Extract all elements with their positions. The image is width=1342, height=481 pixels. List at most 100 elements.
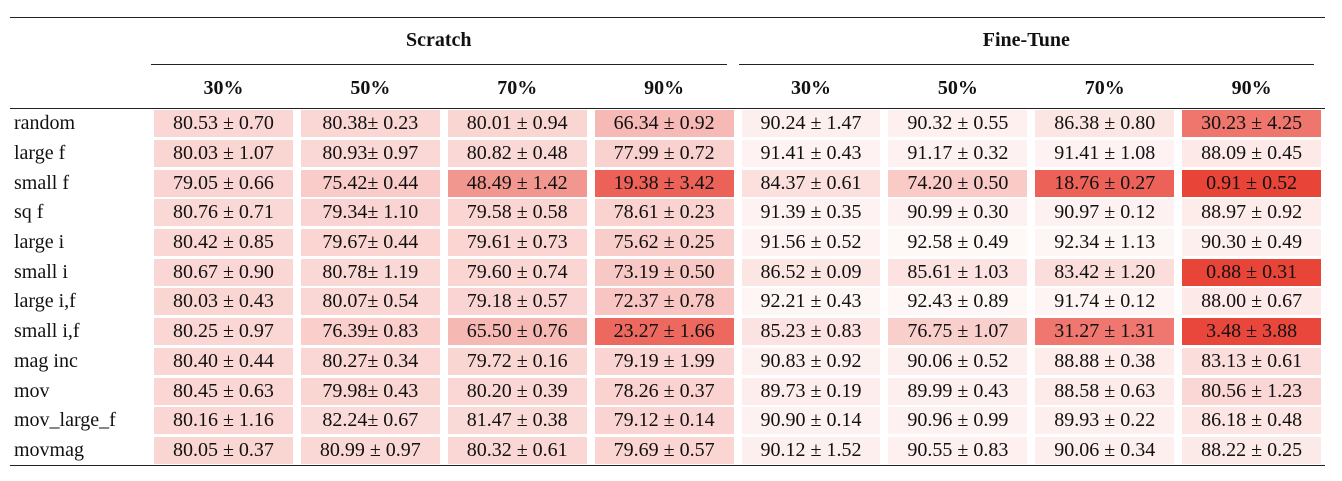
cell-value: 88.00 ± 0.67 — [1182, 288, 1322, 316]
table-row: small i 80.67 ± 0.90 80.78± 1.19 79.60 ± 0.… — [10, 257, 1325, 287]
row-label: sq f — [14, 201, 44, 224]
cell-value: 19.38 ± 3.42 — [594, 169, 734, 197]
row-label: mag inc — [14, 349, 78, 372]
cell-value: 92.43 ± 0.89 — [888, 288, 1028, 316]
column-header: 30% — [737, 68, 885, 109]
cell: 31.27 ± 1.31 — [1031, 317, 1178, 347]
cell: 80.76 ± 0.71 — [150, 198, 297, 228]
table-row: mov_large_f 80.16 ± 1.16 82.24± 0.67 81.47 … — [10, 406, 1325, 436]
cell-value: 88.58 ± 0.63 — [1035, 377, 1175, 405]
cell: 92.43 ± 0.89 — [884, 287, 1031, 317]
table-row: random 80.53 ± 0.70 80.38± 0.23 80.01 ± 0.9… — [10, 109, 1325, 139]
cell: 74.20 ± 0.50 — [884, 168, 1031, 198]
cell: 79.19 ± 1.99 — [591, 347, 738, 377]
row-label: small i,f — [14, 320, 80, 343]
cell-value: 91.41 ± 0.43 — [741, 140, 881, 168]
cell-value: 85.61 ± 1.03 — [888, 258, 1028, 286]
cell-value: 88.09 ± 0.45 — [1182, 140, 1322, 168]
cell: 79.05 ± 0.66 — [150, 168, 297, 198]
cell: 79.72 ± 0.16 — [444, 347, 591, 377]
results-table: Scratch Fine-Tune 30% 50% 70% 90% 30% 50% 70% 9… — [10, 17, 1326, 466]
cell: 80.03 ± 0.43 — [150, 287, 297, 317]
cell: 73.19 ± 0.50 — [591, 257, 738, 287]
cell-value: 3.48 ± 3.88 — [1182, 318, 1322, 346]
cell-value: 78.26 ± 0.37 — [594, 377, 734, 405]
cell: 79.67± 0.44 — [297, 228, 444, 258]
cell: 78.26 ± 0.37 — [591, 376, 738, 406]
table-row: mag inc 80.40 ± 0.44 80.27± 0.34 79.72 ± 0.… — [10, 347, 1325, 377]
cell-value: 80.45 ± 0.63 — [154, 377, 293, 405]
cell-value: 79.61 ± 0.73 — [447, 229, 587, 257]
cell-value: 80.05 ± 0.37 — [154, 436, 293, 464]
cell-value: 90.06 ± 0.34 — [1035, 436, 1175, 464]
cell-value: 90.06 ± 0.52 — [888, 347, 1028, 375]
cell: 84.37 ± 0.61 — [738, 168, 885, 198]
cell: 66.34 ± 0.92 — [591, 109, 738, 139]
cell-value: 65.50 ± 0.76 — [447, 318, 587, 346]
cell-value: 0.91 ± 0.52 — [1182, 169, 1322, 197]
cell: 89.99 ± 0.43 — [884, 376, 1031, 406]
cell: 18.76 ± 0.27 — [1031, 168, 1178, 198]
cell: 86.18 ± 0.48 — [1178, 406, 1325, 436]
cell: 30.23 ± 4.25 — [1178, 109, 1325, 139]
cell: 90.24 ± 1.47 — [738, 109, 885, 139]
cell: 88.09 ± 0.45 — [1178, 139, 1325, 169]
cell-value: 80.53 ± 0.70 — [154, 110, 293, 138]
cell: 23.27 ± 1.66 — [591, 317, 738, 347]
row-label: large f — [14, 142, 66, 165]
cell: 85.23 ± 0.83 — [738, 317, 885, 347]
cell-value: 79.60 ± 0.74 — [447, 258, 587, 286]
cell-value: 18.76 ± 0.27 — [1035, 169, 1175, 197]
cell: 80.67 ± 0.90 — [150, 257, 297, 287]
cell: 86.38 ± 0.80 — [1031, 109, 1178, 139]
cell-value: 90.12 ± 1.52 — [741, 436, 881, 464]
cell-value: 88.97 ± 0.92 — [1182, 199, 1322, 227]
cell: 85.61 ± 1.03 — [884, 257, 1031, 287]
cell-value: 88.88 ± 0.38 — [1035, 347, 1175, 375]
cell-value: 80.25 ± 0.97 — [154, 318, 293, 346]
row-label: large i — [14, 231, 65, 254]
cell: 91.74 ± 0.12 — [1031, 287, 1178, 317]
row-label: small i — [14, 260, 68, 283]
cell-value: 90.97 ± 0.12 — [1035, 199, 1175, 227]
cell: 80.82 ± 0.48 — [444, 139, 591, 169]
cell: 91.39 ± 0.35 — [738, 198, 885, 228]
cell: 3.48 ± 3.88 — [1178, 317, 1325, 347]
cell: 80.03 ± 1.07 — [150, 139, 297, 169]
table-wrap: Scratch Fine-Tune 30% 50% 70% 90% 30% 50% 70% 9… — [10, 17, 1326, 466]
table-row: movmag 80.05 ± 0.37 80.99 ± 0.97 80.32 ± 0.… — [10, 436, 1326, 466]
cell: 89.73 ± 0.19 — [738, 376, 885, 406]
cell: 90.06 ± 0.34 — [1031, 436, 1178, 466]
cell-value: 75.62 ± 0.25 — [594, 229, 734, 257]
column-header: 90% — [590, 68, 738, 109]
column-header: 70% — [1031, 68, 1179, 109]
cell: 80.07± 0.54 — [297, 287, 444, 317]
cell: 79.18 ± 0.57 — [444, 287, 591, 317]
cell: 90.90 ± 0.14 — [738, 406, 885, 436]
cell-value: 81.47 ± 0.38 — [447, 407, 587, 435]
cell-value: 90.30 ± 0.49 — [1182, 229, 1322, 257]
table-row: mov 80.45 ± 0.63 79.98± 0.43 80.20 ± 0.39 78… — [10, 376, 1325, 406]
cell-value: 86.52 ± 0.09 — [741, 258, 881, 286]
column-header: 50% — [296, 68, 444, 109]
cell-value: 92.21 ± 0.43 — [741, 288, 881, 316]
cell-value: 80.56 ± 1.23 — [1182, 377, 1322, 405]
cell: 88.22 ± 0.25 — [1178, 436, 1325, 466]
cell: 80.42 ± 0.85 — [150, 228, 297, 258]
cell: 80.20 ± 0.39 — [444, 376, 591, 406]
cell-value: 74.20 ± 0.50 — [888, 169, 1028, 197]
cell-value: 80.16 ± 1.16 — [154, 407, 293, 435]
cell: 91.41 ± 0.43 — [738, 139, 885, 169]
cell-value: 80.03 ± 0.43 — [154, 288, 293, 316]
cell-value: 89.93 ± 0.22 — [1035, 407, 1175, 435]
cell: 19.38 ± 3.42 — [591, 168, 738, 198]
cell-value: 91.39 ± 0.35 — [741, 199, 881, 227]
cell-value: 85.23 ± 0.83 — [741, 318, 881, 346]
row-label: random — [14, 112, 76, 135]
cell: 90.99 ± 0.30 — [884, 198, 1031, 228]
group-header: Scratch — [150, 18, 738, 69]
group-label: Scratch — [151, 21, 727, 65]
cell: 80.45 ± 0.63 — [150, 376, 297, 406]
cell-value: 48.49 ± 1.42 — [447, 169, 587, 197]
row-label: large i,f — [14, 290, 76, 313]
